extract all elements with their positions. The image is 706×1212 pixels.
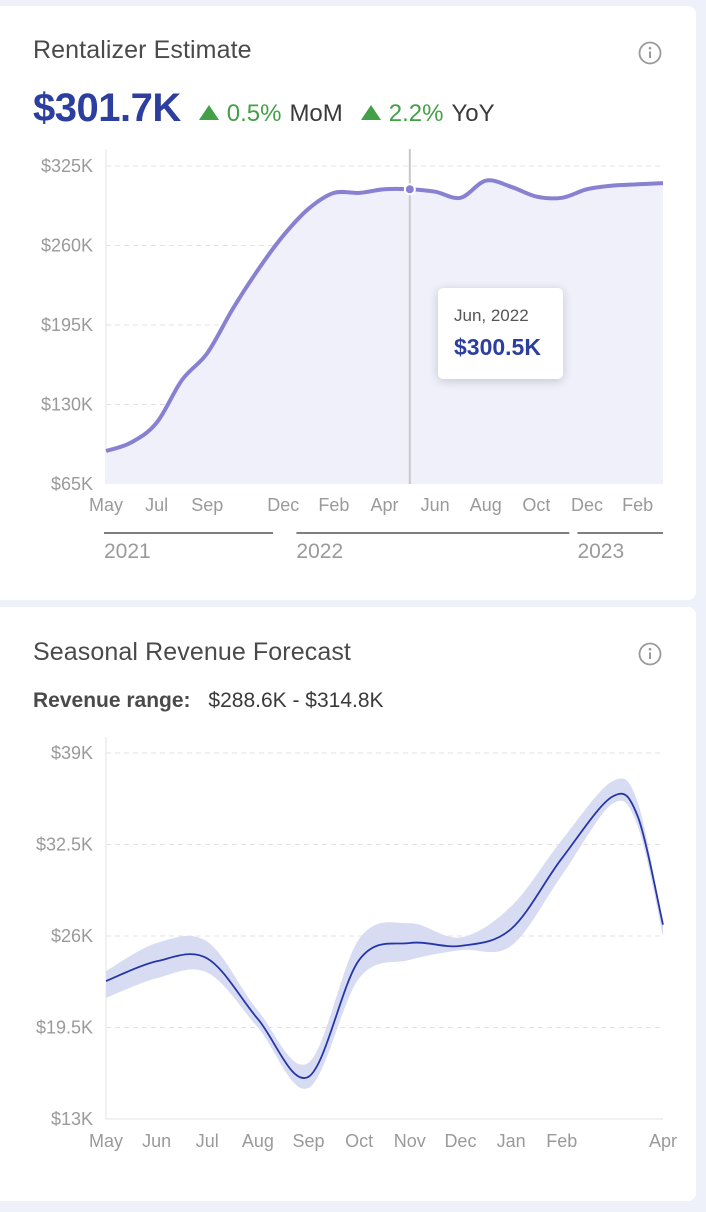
revenue-range: Revenue range: $288.6K - $314.8K xyxy=(33,689,384,713)
y-tick-label: $195K xyxy=(41,315,93,335)
yoy-label: YoY xyxy=(451,100,495,127)
revenue-range-label: Revenue range: xyxy=(33,689,191,712)
estimate-value: $301.7K xyxy=(33,86,181,130)
y-tick-label: $260K xyxy=(41,236,93,256)
triangle-up-icon xyxy=(360,105,381,120)
y-tick-label: $32.5K xyxy=(36,835,93,855)
x-tick-label: Dec xyxy=(267,495,299,515)
x-tick-label: Sep xyxy=(191,495,223,515)
x-tick-label: Nov xyxy=(394,1131,426,1151)
x-tick-label: May xyxy=(89,1131,123,1151)
x-tick-label: Apr xyxy=(370,495,398,515)
x-tick-label: Aug xyxy=(242,1131,274,1151)
yoy-percent: 2.2% xyxy=(388,100,444,127)
x-tick-label: Oct xyxy=(345,1131,373,1151)
hover-point xyxy=(403,183,416,196)
x-tick-label: Aug xyxy=(470,495,502,515)
x-tick-label: Apr xyxy=(649,1131,677,1151)
y-tick-label: $39K xyxy=(51,743,93,763)
x-tick-label: Jan xyxy=(497,1131,526,1151)
estimate-series-line xyxy=(105,178,664,453)
revenue-range-value: $288.6K - $314.8K xyxy=(208,689,384,712)
y-tick-label: $13K xyxy=(51,1109,93,1129)
x-tick-label: Jul xyxy=(145,495,168,515)
rentalizer-estimate-card: Rentalizer Estimate $301.7K 0.5% MoM 2.2… xyxy=(0,6,696,600)
mom-change: 0.5% MoM xyxy=(198,100,343,128)
y-tick-label: $19.5K xyxy=(36,1018,93,1038)
x-tick-label: Jun xyxy=(142,1131,171,1151)
x-tick-label: Dec xyxy=(571,495,603,515)
tooltip-value: $300.5K xyxy=(454,334,541,360)
triangle-up-icon xyxy=(198,105,219,120)
forecast-line-chart[interactable]: $13K $19.5K $26K $32.5K $39K May Jun Jul Aug Sep O… xyxy=(0,607,696,1201)
card-title: Rentalizer Estimate xyxy=(33,36,252,64)
estimate-summary: $301.7K 0.5% MoM 2.2% YoY xyxy=(33,86,495,131)
forecast-confidence-band xyxy=(106,778,663,1089)
year-label: 2023 xyxy=(577,540,624,563)
x-tick-label: Oct xyxy=(522,495,550,515)
yoy-change: 2.2% YoY xyxy=(360,100,495,128)
mom-percent: 0.5% xyxy=(226,100,282,127)
x-tick-label: Feb xyxy=(318,495,349,515)
card-title: Seasonal Revenue Forecast xyxy=(33,638,351,666)
info-icon[interactable] xyxy=(638,41,662,65)
x-tick-label: Feb xyxy=(622,495,653,515)
x-tick-label: May xyxy=(89,495,123,515)
y-tick-label: $325K xyxy=(41,156,93,176)
mom-label: MoM xyxy=(289,100,343,127)
year-label: 2021 xyxy=(104,540,151,563)
y-tick-label: $26K xyxy=(51,926,93,946)
area-fill xyxy=(106,180,663,484)
x-tick-label: Sep xyxy=(293,1131,325,1151)
info-icon[interactable] xyxy=(638,642,662,666)
forecast-series-line xyxy=(105,792,664,1079)
year-label: 2022 xyxy=(296,540,343,563)
y-tick-label: $130K xyxy=(41,395,93,415)
seasonal-revenue-forecast-card: Seasonal Revenue Forecast Revenue range:… xyxy=(0,607,696,1201)
x-tick-label: Dec xyxy=(444,1131,476,1151)
x-tick-label: Jul xyxy=(196,1131,219,1151)
x-tick-label: Feb xyxy=(546,1131,577,1151)
tooltip-date: Jun, 2022 xyxy=(454,306,529,325)
y-tick-label: $65K xyxy=(51,474,93,494)
estimate-area-chart[interactable]: $65K $130K $195K $260K $325K May Jul Sep Dec Feb A… xyxy=(0,6,696,600)
chart-tooltip: Jun, 2022 $300.5K xyxy=(438,288,563,379)
x-tick-label: Jun xyxy=(421,495,450,515)
